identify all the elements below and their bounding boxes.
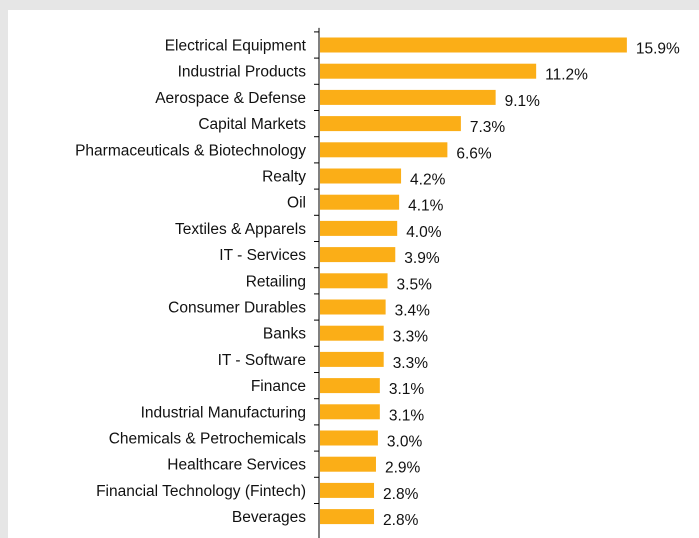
bars-group (320, 37, 627, 525)
value-label: 3.9% (404, 250, 440, 267)
category-label: Industrial Manufacturing (141, 404, 306, 421)
sector-allocation-bar-chart: Electrical Equipment Industrial Products A… (75, 27, 680, 538)
value-labels-group: 15.9% 11.2%9.1% 7.3% 6.6% 4.2% 4.1% 4.0% 3.9% 3.… (383, 41, 680, 530)
category-label: Textiles & Apparels (175, 221, 306, 238)
category-label: Realty (262, 169, 306, 186)
category-label: Finance (251, 378, 306, 395)
bar (320, 482, 375, 498)
category-label: Pharmaceuticals & Biotechnology (75, 142, 306, 159)
bar (320, 273, 388, 289)
bar (320, 220, 398, 236)
category-label: Banks (263, 326, 306, 343)
value-label: 4.1% (408, 198, 444, 215)
bar (320, 194, 400, 210)
value-label: 2.8% (383, 486, 419, 503)
bar (320, 142, 448, 158)
category-label: Capital Markets (198, 116, 306, 133)
category-label: Beverages (232, 509, 306, 526)
category-label: Electrical Equipment (165, 38, 307, 55)
value-label: 11.2% (545, 67, 588, 84)
bar (320, 456, 376, 472)
value-label: 3.1% (389, 407, 425, 424)
category-label: Oil (287, 195, 306, 212)
value-label: 3.3% (393, 329, 429, 346)
bar (320, 378, 380, 394)
category-label: IT - Services (219, 247, 306, 264)
bar (320, 325, 384, 341)
bar (320, 404, 380, 420)
bar (320, 351, 384, 367)
value-label: 4.2% (410, 172, 446, 189)
value-label: 3.5% (397, 276, 433, 293)
bar (320, 430, 378, 446)
category-label: Financial Technology (Fintech) (96, 483, 306, 500)
bar (320, 509, 375, 525)
value-label: 7.3% (470, 119, 506, 136)
bar (320, 116, 461, 132)
category-label: IT - Software (218, 352, 306, 369)
value-label: 2.9% (385, 460, 421, 477)
category-label: Chemicals & Petrochemicals (109, 431, 307, 448)
category-label: Aerospace & Defense (155, 90, 306, 107)
category-label: Healthcare Services (167, 457, 306, 474)
bar (320, 168, 402, 184)
bar (320, 63, 537, 79)
bar (320, 89, 496, 105)
bar (320, 247, 396, 263)
value-label: 15.9% (636, 41, 680, 58)
category-labels-group: Electrical Equipment Industrial Products A… (75, 38, 307, 527)
value-label: 3.1% (389, 381, 425, 398)
category-label: Industrial Products (178, 64, 307, 81)
category-label: Retailing (246, 273, 306, 290)
chart-panel: Electrical Equipment Industrial Products A… (8, 10, 699, 538)
bar (320, 299, 386, 315)
value-label: 2.8% (383, 512, 419, 529)
value-label: 3.0% (387, 434, 423, 451)
value-label: 4.0% (406, 224, 442, 241)
bar (320, 37, 627, 53)
value-label: 6.6% (456, 145, 492, 162)
category-label: Consumer Durables (168, 300, 306, 317)
category-axis-ticks (314, 31, 319, 504)
value-label: 3.4% (395, 303, 431, 320)
value-label: 9.1% (505, 93, 541, 110)
value-label: 3.3% (393, 355, 429, 372)
